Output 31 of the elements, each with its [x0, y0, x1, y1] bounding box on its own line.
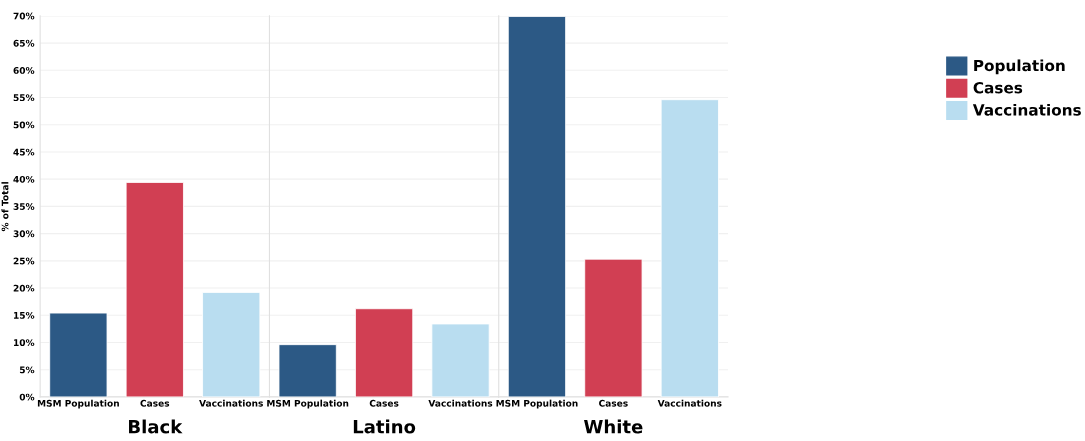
x-tick-label: Cases [140, 399, 170, 407]
y-tick-label: 0% [19, 393, 35, 401]
x-axis-title: Latino [353, 419, 416, 434]
y-tick-label: 30% [13, 230, 35, 238]
x-tick-label: Vaccinations [428, 399, 493, 407]
legend-label: Vaccinations [972, 103, 1081, 116]
x-tick-label: Vaccinations [199, 399, 263, 407]
y-tick-label: 40% [13, 175, 35, 183]
y-axis-title: % of Total [1, 182, 9, 232]
legend-label: Cases [973, 81, 1023, 94]
y-tick-label: 15% [14, 311, 35, 319]
y-tick-label: 25% [13, 257, 35, 265]
y-tick-label: 50% [13, 121, 35, 129]
y-tick-label: 65% [13, 39, 35, 47]
y-tick-label: 45% [13, 148, 35, 156]
legend-label: Population [974, 59, 1065, 75]
x-tick-label: Vaccinations [657, 399, 722, 407]
x-axis-title: Black [129, 419, 183, 434]
x-axis-title: White [584, 419, 643, 434]
y-tick-label: 70% [13, 12, 35, 20]
x-tick-label: MSM Population [267, 399, 349, 409]
x-tick-label: Cases [369, 399, 399, 407]
y-tick-label: 55% [13, 94, 35, 102]
x-tick-label: Cases [599, 399, 628, 407]
y-tick-label: 20% [13, 284, 35, 292]
y-tick-label: 5% [19, 366, 35, 374]
y-tick-label: 60% [13, 67, 35, 74]
x-tick-label: MSM Population [37, 399, 119, 409]
x-tick-label: MSM Population [496, 399, 578, 409]
y-tick-label: 35% [13, 203, 35, 210]
y-tick-label: 10% [14, 339, 35, 347]
